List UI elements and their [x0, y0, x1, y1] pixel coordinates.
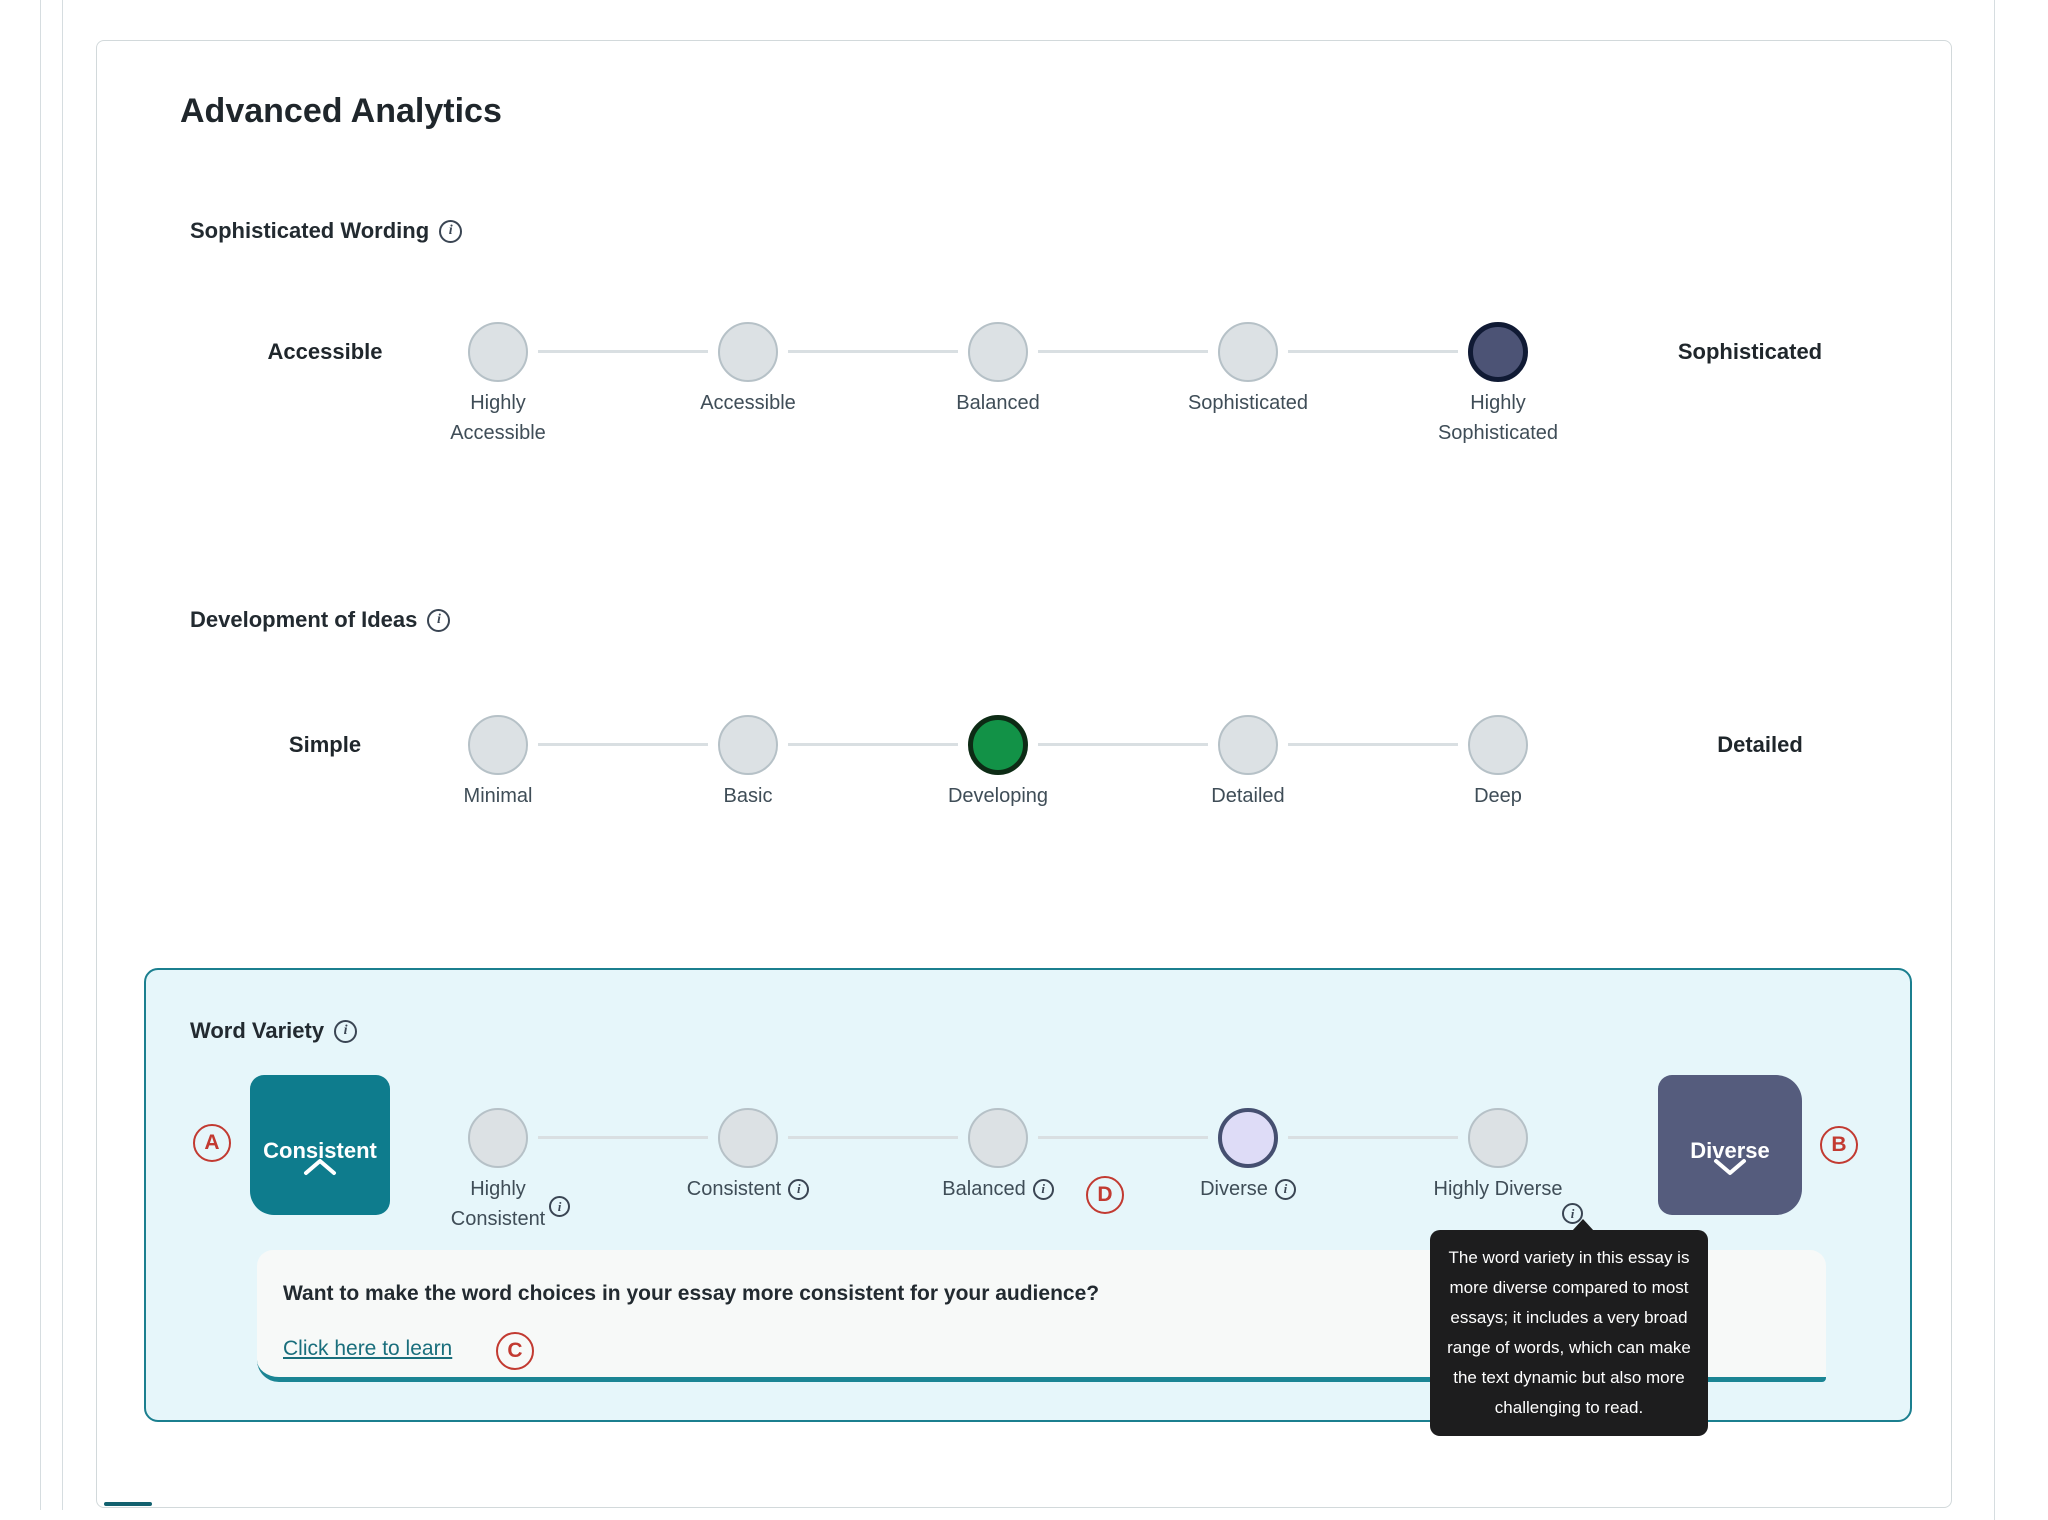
scale-connector	[788, 350, 958, 353]
dot-label: Basic	[723, 785, 773, 807]
dot-label: Balanced	[956, 392, 1040, 414]
chevron-down-icon	[1714, 1159, 1746, 1175]
consistent-button-label: Consistent	[263, 1138, 377, 1163]
tooltip-caret	[1572, 1219, 1594, 1231]
info-icon[interactable]: i	[1274, 1178, 1296, 1200]
page-edge-divider	[40, 0, 41, 1510]
info-icon[interactable]: i	[549, 1196, 570, 1217]
scale-dot-sophisticated	[1218, 322, 1278, 382]
dot-label: Consistent	[686, 1178, 782, 1200]
annotation-c: C	[496, 1332, 534, 1370]
scale-connector	[1038, 350, 1208, 353]
dot-label: Deep	[1474, 785, 1522, 807]
dot-label: Highly Diverse	[1433, 1178, 1563, 1200]
info-icon[interactable]: i	[788, 1178, 810, 1200]
section-label: Sophisticated Wording	[190, 218, 430, 243]
scale-dot-highly-sophisticated-selected	[1468, 322, 1528, 382]
section-label: Word Variety	[190, 1018, 325, 1043]
scale-connector	[1288, 350, 1458, 353]
diverse-button-label: Diverse	[1690, 1138, 1770, 1163]
scale-connector	[538, 1136, 708, 1139]
sophisticated-wording-header: Sophisticated Wording i	[190, 218, 463, 244]
page-edge-divider	[62, 0, 63, 1510]
dot-label-group: Consistent i	[638, 1174, 858, 1204]
scale-dot-balanced	[968, 322, 1028, 382]
scale-connector	[1288, 1136, 1458, 1139]
chevron-up-icon	[304, 1159, 336, 1175]
annotation-a: A	[193, 1124, 231, 1162]
scale-connector	[788, 1136, 958, 1139]
dot-label: Highly Sophisticated	[1437, 392, 1559, 444]
scale-connector	[538, 350, 708, 353]
info-icon[interactable]: i	[427, 608, 451, 632]
dot-label: Balanced	[942, 1178, 1026, 1200]
scale-dot-balanced	[968, 1108, 1028, 1168]
scale-connector	[788, 743, 958, 746]
dot-label-group: Diverse i	[1138, 1174, 1358, 1204]
info-icon[interactable]: i	[334, 1019, 358, 1043]
dot-label: Highly Consistent	[450, 1178, 546, 1230]
scale-connector	[538, 743, 708, 746]
dot-label: Developing	[947, 785, 1049, 807]
scale-left-label: Simple	[288, 732, 362, 757]
partial-element-line	[104, 1502, 152, 1506]
scale-connector	[1038, 1136, 1208, 1139]
dot-label: Highly Accessible	[450, 392, 546, 444]
page-edge-divider	[1994, 0, 1995, 1520]
word-variety-header: Word Variety i	[190, 1018, 358, 1044]
scale-dot-highly-consistent	[468, 1108, 528, 1168]
scale-dot-consistent	[718, 1108, 778, 1168]
scale-connector	[1038, 743, 1208, 746]
dot-label: Sophisticated	[1187, 392, 1309, 414]
word-variety-tooltip: The word variety in this essay is more d…	[1430, 1219, 1708, 1436]
consistent-button[interactable]: Consistent	[250, 1075, 390, 1215]
scale-dot-diverse-selected	[1218, 1108, 1278, 1168]
development-of-ideas-header: Development of Ideas i	[190, 607, 451, 633]
scale-dot-deep	[1468, 715, 1528, 775]
diverse-button[interactable]: Diverse	[1658, 1075, 1802, 1215]
dot-label: Diverse	[1200, 1178, 1268, 1200]
section-label: Development of Ideas	[190, 607, 418, 632]
dot-label: Detailed	[1211, 785, 1285, 807]
scale-dot-minimal	[468, 715, 528, 775]
scale-right-label: Sophisticated	[1677, 339, 1823, 364]
annotation-d: D	[1086, 1176, 1124, 1214]
scale-dot-highly-diverse	[1468, 1108, 1528, 1168]
info-icon[interactable]: i	[1032, 1178, 1054, 1200]
scale-right-label: Detailed	[1717, 732, 1803, 757]
scale-dot-detailed	[1218, 715, 1278, 775]
dot-label: Accessible	[700, 392, 796, 414]
scale-left-label: Accessible	[267, 339, 383, 364]
dot-label-group: Balanced i	[888, 1174, 1108, 1204]
scale-dot-basic	[718, 715, 778, 775]
tooltip-text: The word variety in this essay is more d…	[1447, 1248, 1691, 1417]
scale-dot-highly-accessible	[468, 322, 528, 382]
scale-dot-accessible	[718, 322, 778, 382]
annotation-b: B	[1820, 1126, 1858, 1164]
scale-connector	[1288, 743, 1458, 746]
dot-label: Minimal	[463, 785, 533, 807]
page-title: Advanced Analytics	[180, 92, 502, 130]
suggestion-question: Want to make the word choices in your es…	[283, 1282, 1100, 1305]
click-here-to-learn-link[interactable]: Click here to learn	[283, 1337, 453, 1360]
info-icon[interactable]: i	[439, 219, 463, 243]
scale-dot-developing-selected	[968, 715, 1028, 775]
